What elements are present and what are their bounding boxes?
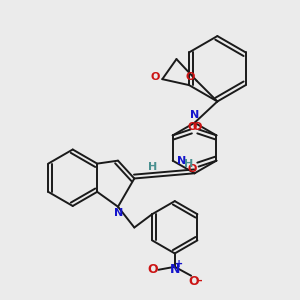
Text: O: O — [185, 72, 195, 82]
Text: O: O — [147, 263, 158, 276]
Text: N: N — [114, 208, 123, 218]
Text: H: H — [184, 159, 194, 169]
Text: N: N — [169, 263, 180, 276]
Text: O: O — [192, 122, 202, 132]
Text: N: N — [177, 156, 186, 166]
Text: -: - — [197, 276, 202, 286]
Text: O: O — [150, 72, 160, 82]
Text: H: H — [148, 162, 157, 172]
Text: N: N — [190, 110, 199, 120]
Text: +: + — [175, 260, 183, 269]
Text: O: O — [188, 164, 197, 174]
Text: O: O — [188, 274, 199, 288]
Text: O: O — [188, 122, 197, 132]
